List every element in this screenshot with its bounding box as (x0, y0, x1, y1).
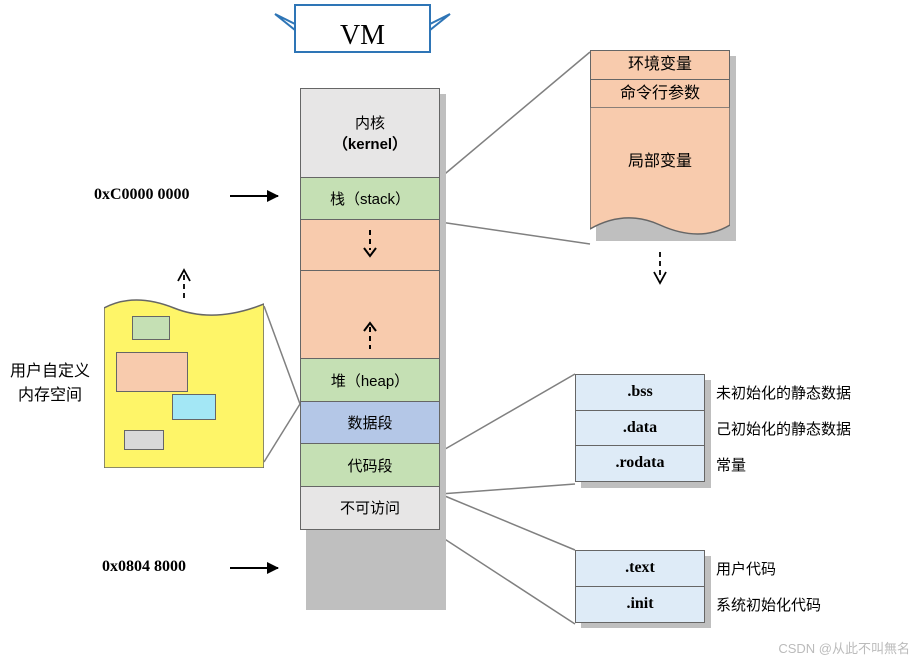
memory-segment: 内核（kernel） (300, 88, 440, 178)
user-block (116, 352, 188, 392)
stack-callout-row: 命令行参数 (590, 79, 730, 109)
callout-row: .init (575, 586, 705, 623)
memory-segment: 代码段 (300, 443, 440, 487)
memory-segment (300, 219, 440, 271)
arrow-down-icon (363, 228, 377, 258)
stack-callout: 环境变量 命令行参数 局部变量 (590, 50, 730, 237)
memory-segment (300, 270, 440, 360)
callout-desc: 常量 (716, 454, 746, 475)
callout-row: .text (575, 550, 705, 587)
memory-segment: 栈（stack） (300, 177, 440, 221)
watermark: CSDN @从此不叫無名 (778, 638, 910, 657)
memory-segment: 不可访问 (300, 486, 440, 530)
segment-label: 栈（stack） (330, 188, 410, 209)
segment-sublabel: （kernel） (333, 133, 407, 154)
stack-callout-body: 局部变量 (590, 109, 730, 171)
addr-bottom: 0x0804 8000 (102, 558, 186, 576)
arrow-addr-top (230, 195, 278, 197)
callout-desc: 己初始化的静态数据 (716, 418, 851, 439)
arrow-up-icon (363, 321, 377, 351)
callout-row: .data (575, 410, 705, 447)
code-callout: .text.init (575, 550, 705, 623)
segment-label: 代码段 (347, 455, 392, 476)
segment-label: 堆（heap） (331, 370, 409, 391)
memory-stack: 内核（kernel） 栈（stack） 堆（heap） 数据段代码段不可访问 (300, 88, 440, 530)
user-block (132, 316, 170, 340)
memory-segment: 堆（heap） (300, 358, 440, 402)
data-callout: .bss.data.rodata (575, 374, 705, 482)
user-block (172, 394, 216, 420)
user-block (124, 430, 164, 450)
segment-label: 不可访问 (340, 497, 400, 518)
user-space-label: 用户自定义 内存空间 (10, 360, 90, 408)
vm-banner: VM (270, 2, 455, 64)
callout-desc: 用户代码 (716, 558, 776, 579)
arrow-addr-bottom (230, 567, 278, 569)
addr-top: 0xC0000 0000 (94, 186, 190, 204)
user-space-shape (104, 298, 264, 468)
segment-label: 内核 (355, 112, 385, 133)
callout-desc: 未初始化的静态数据 (716, 382, 851, 403)
callout-row: .rodata (575, 445, 705, 482)
memory-segment: 数据段 (300, 401, 440, 445)
stack-callout-row: 环境变量 (590, 50, 730, 80)
callout-row: .bss (575, 374, 705, 411)
banner-label: VM (270, 20, 455, 52)
callout-desc: 系统初始化代码 (716, 594, 821, 615)
segment-label: 数据段 (347, 412, 392, 433)
